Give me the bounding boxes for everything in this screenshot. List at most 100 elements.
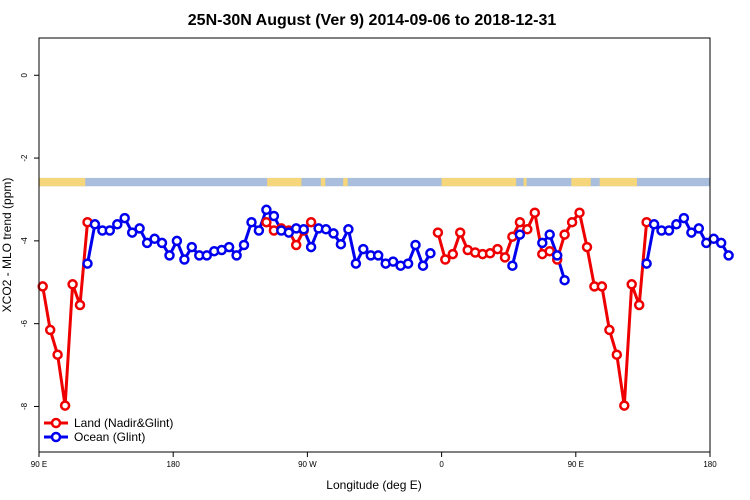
- series-layer: [37, 204, 734, 411]
- strip-land-1: [267, 177, 302, 187]
- series-land-point: [522, 224, 533, 235]
- series-land-point: [626, 279, 637, 290]
- series-ocean-point: [126, 227, 138, 238]
- series-ocean-point: [141, 237, 153, 249]
- series-ocean-point: [693, 223, 705, 234]
- series-land-point: [432, 227, 444, 238]
- series-land-point: [261, 216, 272, 228]
- x-tick-label: 90 E: [31, 460, 47, 469]
- series-land-line-0: [41, 222, 89, 408]
- series-land-point: [633, 299, 645, 311]
- series-land-point: [574, 207, 585, 218]
- series-ocean-point: [671, 219, 682, 230]
- x-tick-label: 180: [703, 460, 717, 469]
- y-tick-label: -2: [20, 154, 29, 162]
- series-land-point: [566, 216, 578, 228]
- series-ocean-point: [112, 219, 123, 230]
- strip-ocean: [39, 177, 710, 187]
- series-ocean-point: [551, 250, 563, 261]
- series-land-point: [447, 248, 459, 260]
- series-ocean-point: [104, 225, 116, 236]
- x-tick-label: 0: [439, 460, 444, 469]
- x-axis: 90 E 180 90 W 0 90 E 180: [31, 452, 717, 469]
- series-ocean-point: [648, 219, 660, 230]
- series-ocean-point: [156, 237, 168, 249]
- y-tick-label: -6: [20, 320, 29, 328]
- y-axis: 0 -2 -4 -6 -8: [20, 72, 39, 410]
- legend-ocean-label: Ocean (Glint): [74, 430, 145, 444]
- legend: Land (Nadir&Glint) Ocean (Glint): [44, 416, 173, 444]
- series-ocean-point: [246, 216, 257, 228]
- series-ocean-point: [372, 250, 384, 261]
- series-ocean-point: [402, 258, 414, 269]
- series-ocean-point: [723, 250, 734, 261]
- series-ocean-point: [559, 274, 570, 286]
- series-ocean-point: [425, 248, 436, 259]
- series-ocean-point: [283, 227, 295, 238]
- series-ocean-point: [238, 239, 250, 251]
- series-ocean-point: [358, 243, 369, 255]
- y-tick-label: -4: [20, 237, 29, 245]
- x-tick-label: 180: [167, 460, 181, 469]
- series-ocean-point: [231, 250, 242, 261]
- series-land-point: [581, 241, 593, 253]
- series-ocean-point: [149, 233, 160, 245]
- plot-frame: [38, 37, 711, 453]
- series-ocean-point: [410, 239, 421, 251]
- series-land-point: [290, 239, 302, 251]
- series-land-point: [67, 279, 78, 290]
- series-ocean-point: [335, 238, 347, 250]
- land-ocean-strip: [39, 177, 710, 187]
- legend-land-label: Land (Nadir&Glint): [74, 416, 173, 430]
- strip-land-2: [320, 177, 326, 187]
- series-ocean-point: [686, 227, 697, 238]
- series-ocean-point: [186, 241, 198, 253]
- series-land-point: [492, 243, 503, 255]
- series-ocean-point: [678, 212, 690, 224]
- series-ocean-point: [305, 241, 317, 253]
- strip-land-5: [523, 177, 527, 187]
- series-ocean-point: [663, 225, 675, 236]
- y-tick-label: -8: [20, 402, 29, 410]
- series-ocean-point: [514, 229, 526, 240]
- series-land-point: [596, 281, 608, 292]
- series-ocean-point: [119, 212, 130, 224]
- series-ocean-point: [134, 223, 145, 234]
- series-land-point: [604, 324, 615, 336]
- series-ocean-point: [89, 219, 101, 230]
- series-ocean-point: [507, 260, 518, 271]
- series-land-point: [544, 245, 555, 257]
- series-ocean-point: [544, 229, 555, 240]
- series-land-point: [305, 216, 317, 228]
- y-tick-label: 0: [20, 72, 29, 77]
- series-ocean-point: [715, 237, 727, 249]
- series-land-point: [484, 248, 496, 259]
- series-ocean-point: [268, 210, 280, 222]
- series-ocean-point: [82, 258, 93, 269]
- series-land-point: [529, 207, 541, 218]
- series-land-point: [59, 400, 71, 411]
- series-land-point: [499, 252, 511, 263]
- series-ocean-point: [261, 204, 272, 216]
- x-axis-title: Longitude (deg E): [326, 478, 421, 492]
- strip-land-3: [343, 177, 348, 187]
- strip-land-6: [571, 177, 591, 187]
- series-land-point: [440, 254, 451, 265]
- strip-land-0: [39, 177, 86, 187]
- series-ocean-point: [350, 258, 362, 269]
- series-ocean-point: [328, 228, 339, 239]
- series-ocean-point: [201, 250, 213, 261]
- series-ocean-point: [298, 224, 309, 235]
- series-ocean-point: [537, 237, 548, 249]
- legend-ocean-marker: [50, 431, 62, 443]
- series-ocean-line-2: [541, 233, 567, 281]
- series-land-point: [454, 227, 466, 238]
- series-ocean-point: [343, 224, 354, 235]
- series-land-point: [37, 281, 48, 292]
- series-ocean-point: [387, 256, 399, 267]
- series-land-point: [514, 216, 526, 228]
- x-tick-label: 90 W: [298, 460, 317, 469]
- strip-land-7: [599, 177, 637, 187]
- series-ocean-point: [164, 250, 175, 261]
- series-ocean-point: [320, 224, 332, 235]
